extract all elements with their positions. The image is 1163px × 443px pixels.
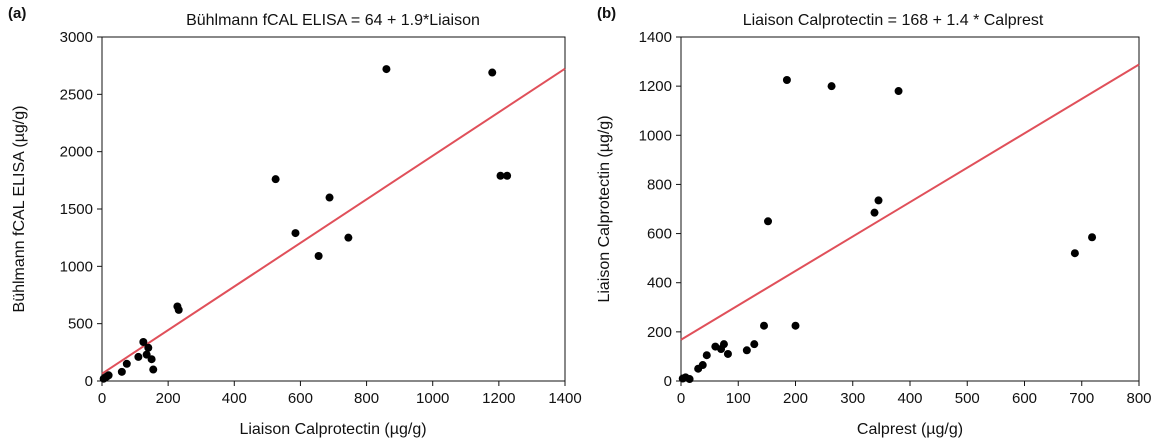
data-point [149, 366, 157, 374]
y-tick-label: 500 [68, 316, 93, 333]
y-tick-label: 3000 [60, 29, 93, 46]
panel-b-frame [681, 37, 1139, 381]
panel-a-y-ticks: 0 500 1000 1500 2000 2500 3000 [60, 29, 102, 390]
data-point [272, 175, 280, 183]
panel-b-x-ticks: 0 100 200 300 400 500 600 700 800 [677, 381, 1152, 407]
data-point [105, 371, 113, 379]
x-tick-label: 200 [783, 390, 808, 407]
panel-b-title: Liaison Calprotectin = 168 + 1.4 * Calpr… [743, 12, 1044, 29]
data-point [118, 368, 126, 376]
panel-a-label: (a) [8, 5, 26, 22]
x-tick-label: 400 [897, 390, 922, 407]
y-tick-label: 0 [85, 373, 93, 390]
x-tick-label: 700 [1069, 390, 1094, 407]
data-point [344, 234, 352, 242]
data-point [871, 209, 879, 217]
y-tick-label: 400 [647, 275, 672, 292]
data-point [382, 65, 390, 73]
y-tick-label: 1200 [639, 78, 672, 95]
x-tick-label: 1400 [548, 390, 581, 407]
panel-a: (a) Bühlmann fCAL ELISA = 64 + 1.9*Liais… [8, 5, 582, 438]
data-point [686, 375, 694, 383]
data-point [291, 229, 299, 237]
panel-a-regression [102, 69, 565, 374]
data-point [1088, 233, 1096, 241]
x-tick-label: 300 [840, 390, 865, 407]
y-tick-label: 0 [664, 373, 672, 390]
y-tick-label: 600 [647, 226, 672, 243]
x-tick-label: 200 [156, 390, 181, 407]
y-tick-label: 1000 [60, 258, 93, 275]
data-point [792, 322, 800, 330]
regression-line [102, 69, 565, 374]
x-tick-label: 100 [726, 390, 751, 407]
data-point [315, 252, 323, 260]
panel-b-ylabel: Liaison Calprotectin (µg/g) [596, 115, 613, 302]
data-point [703, 351, 711, 359]
x-tick-label: 800 [354, 390, 379, 407]
data-point [488, 69, 496, 77]
data-point [175, 306, 183, 314]
data-point [724, 350, 732, 358]
y-tick-label: 2500 [60, 86, 93, 103]
panel-b-xlabel: Calprest (µg/g) [857, 421, 963, 438]
panel-b-y-ticks: 0 200 400 600 800 1000 1200 1400 [639, 29, 681, 390]
data-point [720, 340, 728, 348]
data-point [743, 346, 751, 354]
data-point [750, 340, 758, 348]
data-point [1071, 249, 1079, 257]
y-tick-label: 800 [647, 176, 672, 193]
x-tick-label: 500 [955, 390, 980, 407]
panel-b: (b) Liaison Calprotectin = 168 + 1.4 * C… [596, 5, 1152, 438]
x-tick-label: 0 [98, 390, 106, 407]
panel-b-label: (b) [597, 5, 616, 22]
y-tick-label: 1400 [639, 29, 672, 46]
panel-a-ylabel: Bühlmann fCAL ELISA (µg/g) [11, 106, 28, 313]
data-point [134, 353, 142, 361]
data-point [144, 344, 152, 352]
panel-a-xlabel: Liaison Calprotectin (µg/g) [239, 421, 426, 438]
data-point [828, 82, 836, 90]
x-tick-label: 0 [677, 390, 685, 407]
panel-a-x-ticks: 0 200 400 600 800 1000 1200 1400 [98, 381, 582, 407]
data-point [699, 361, 707, 369]
data-point [783, 76, 791, 84]
y-tick-label: 1500 [60, 201, 93, 218]
x-tick-label: 1000 [416, 390, 449, 407]
y-tick-label: 2000 [60, 144, 93, 161]
panel-a-title: Bühlmann fCAL ELISA = 64 + 1.9*Liaison [186, 12, 480, 29]
x-tick-label: 600 [288, 390, 313, 407]
data-point [760, 322, 768, 330]
data-point [123, 360, 131, 368]
data-point [326, 194, 334, 202]
data-point [148, 355, 156, 363]
panel-b-points [679, 76, 1096, 383]
x-tick-label: 600 [1012, 390, 1037, 407]
data-point [764, 217, 772, 225]
data-point [895, 87, 903, 95]
panel-a-frame [102, 37, 565, 381]
x-tick-label: 800 [1126, 390, 1151, 407]
regression-line [681, 65, 1139, 340]
x-tick-label: 1200 [482, 390, 515, 407]
panel-b-regression [681, 65, 1139, 340]
y-tick-label: 1000 [639, 127, 672, 144]
data-point [503, 172, 511, 180]
x-tick-label: 400 [222, 390, 247, 407]
y-tick-label: 200 [647, 324, 672, 341]
data-point [875, 196, 883, 204]
